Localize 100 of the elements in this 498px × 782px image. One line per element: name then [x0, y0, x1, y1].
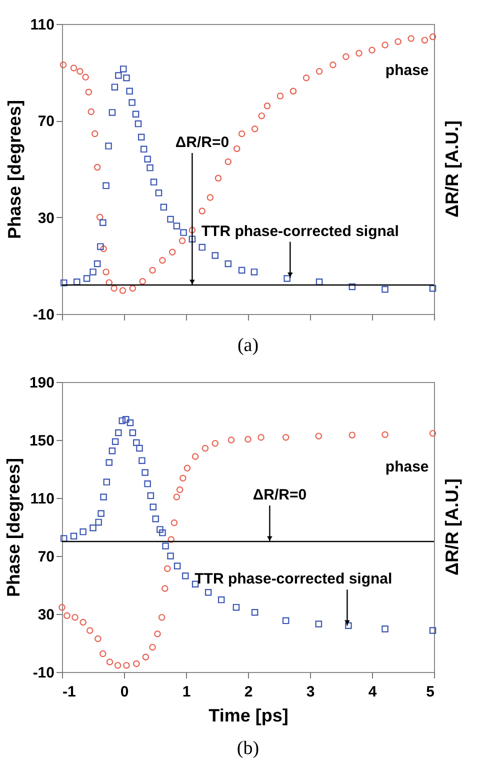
point: [167, 216, 174, 223]
point: [98, 510, 104, 517]
point: [233, 145, 240, 152]
point: [173, 222, 180, 230]
point: [83, 275, 90, 282]
annotation: ΔR/R=0: [175, 134, 230, 151]
point: [356, 50, 362, 57]
point: [162, 585, 168, 592]
x-axis-title: Time [ps]: [208, 706, 288, 726]
point: [264, 102, 271, 110]
point: [202, 444, 209, 452]
annotation: TTR phase-corrected signal: [194, 570, 392, 588]
point: [70, 64, 78, 72]
series-label: phase: [385, 62, 429, 79]
point: [316, 68, 323, 75]
point: [284, 275, 290, 282]
point: [160, 204, 168, 211]
point: [80, 618, 86, 626]
point: [111, 84, 118, 90]
y2-axis-title: ΔR/R [A.U.]: [442, 478, 462, 576]
point: [290, 88, 297, 95]
point: [228, 436, 235, 444]
y-tick-label: 70: [38, 548, 54, 566]
point: [134, 120, 142, 128]
text: (a): [237, 335, 259, 356]
point: [72, 614, 78, 621]
point: [182, 572, 189, 580]
point: [126, 419, 134, 426]
point: [184, 464, 191, 472]
point: [173, 494, 180, 500]
point: [103, 478, 110, 486]
point: [212, 440, 219, 447]
point: [70, 532, 78, 540]
point: [115, 429, 122, 436]
point: [60, 279, 68, 286]
point: [94, 164, 101, 171]
point: [108, 447, 116, 454]
point: [106, 279, 112, 286]
y-tick-label: 70: [38, 113, 54, 130]
point: [212, 252, 219, 259]
point: [118, 417, 126, 424]
point: [218, 596, 225, 604]
x-tick-label: 4: [368, 684, 378, 700]
y2-axis-title: ΔR/R [A.U.]: [442, 120, 462, 218]
point: [170, 519, 178, 526]
y-axis-title: Phase [degrees]: [4, 100, 24, 240]
point: [382, 42, 388, 48]
point: [382, 626, 388, 632]
y-tick-label: 110: [30, 490, 54, 508]
point: [154, 630, 161, 638]
point: [106, 658, 114, 666]
point: [122, 416, 130, 423]
point: [95, 518, 102, 526]
point: [129, 429, 136, 436]
point: [100, 219, 106, 226]
x-tick-label: 5: [426, 684, 434, 700]
point: [60, 535, 68, 542]
point: [198, 244, 206, 251]
point: [82, 74, 89, 81]
point: [139, 278, 146, 285]
point: [74, 278, 80, 286]
point: [105, 142, 112, 150]
point: [302, 74, 310, 82]
text: (b): [236, 738, 260, 759]
y-tick-label: 190: [29, 374, 54, 392]
point: [162, 542, 169, 550]
point: [91, 130, 98, 138]
point: [156, 526, 164, 533]
point: [126, 88, 133, 95]
point: [258, 112, 266, 120]
point: [315, 620, 322, 628]
point: [348, 432, 356, 438]
point: [232, 604, 240, 611]
point: [188, 226, 196, 234]
y-tick-label: 30: [38, 210, 54, 227]
annotation: TTR phase-corrected signal: [201, 222, 399, 240]
point: [345, 622, 352, 629]
point: [382, 431, 388, 438]
point: [188, 236, 196, 242]
point: [164, 565, 171, 572]
point: [90, 524, 96, 532]
point: [258, 434, 264, 441]
point: [408, 35, 414, 42]
point: [94, 635, 102, 642]
point: [140, 146, 148, 153]
point: [224, 158, 232, 166]
point: [348, 283, 356, 290]
point: [88, 108, 95, 116]
point: [214, 174, 222, 182]
x-tick-label: 2: [244, 684, 253, 700]
point: [178, 237, 186, 244]
point: [204, 589, 212, 596]
point: [168, 248, 176, 256]
point: [198, 208, 206, 214]
point: [180, 474, 186, 482]
point: [80, 528, 86, 536]
point: [206, 194, 214, 201]
point: [102, 268, 110, 276]
point: [123, 662, 130, 669]
point: [342, 53, 350, 60]
